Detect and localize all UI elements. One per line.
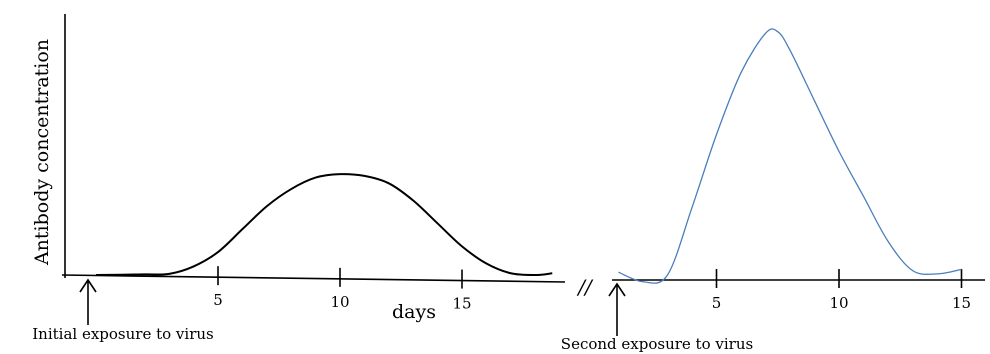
data-point xyxy=(266,205,268,207)
exposure-note: Initial exposure to virus xyxy=(32,325,214,343)
x-tick-label: 5 xyxy=(213,291,223,309)
data-point xyxy=(961,269,963,271)
x-tick-label: 15 xyxy=(952,294,971,312)
x-axis-line-primary xyxy=(61,274,566,283)
exposure-annotations: Initial exposure to virus Second exposure… xyxy=(32,278,753,353)
data-point xyxy=(217,251,219,253)
x-ticks: 5 10 15 5 10 15 xyxy=(213,266,971,313)
data-point xyxy=(691,207,693,209)
data-point xyxy=(789,49,791,51)
axes xyxy=(61,14,985,283)
data-point xyxy=(242,228,244,230)
data-point xyxy=(315,177,317,179)
data-point xyxy=(642,281,644,283)
x-tick-label: 15 xyxy=(452,295,471,313)
data-point xyxy=(667,274,669,276)
response-curve-2 xyxy=(618,28,962,284)
data-point xyxy=(740,72,742,74)
data-point xyxy=(290,188,292,190)
data-point xyxy=(339,173,341,175)
data-point xyxy=(863,196,865,198)
data-point xyxy=(95,274,97,276)
data-point xyxy=(168,273,170,275)
data-point xyxy=(461,246,463,248)
exposure-note: Second exposure to virus xyxy=(561,335,753,353)
exposure-arrowhead xyxy=(608,282,626,297)
data-point xyxy=(486,263,488,265)
data-point xyxy=(364,175,366,177)
data-point xyxy=(814,100,816,102)
x-tick-label: 10 xyxy=(330,293,349,311)
axis-break-mark: // xyxy=(576,275,594,299)
y-axis-title: Antibody concentration xyxy=(31,39,53,266)
data-point xyxy=(144,274,146,276)
data-point xyxy=(716,134,718,136)
data-point xyxy=(193,266,195,268)
data-point xyxy=(510,272,512,274)
data-point xyxy=(887,240,889,242)
x-tick-label: 5 xyxy=(712,294,722,312)
response-curves xyxy=(95,28,962,284)
data-point xyxy=(412,200,414,202)
data-point xyxy=(551,272,553,274)
data-point xyxy=(777,31,779,33)
data-point xyxy=(618,271,620,273)
data-point xyxy=(936,273,938,275)
data-point xyxy=(765,33,767,35)
data-point xyxy=(912,270,914,272)
data-point xyxy=(437,223,439,225)
response-curve-1 xyxy=(95,173,553,277)
data-point xyxy=(534,274,536,276)
x-tick-label: 10 xyxy=(829,294,848,312)
exposure-arrowhead xyxy=(79,278,97,293)
x-axis-title: days xyxy=(392,301,436,323)
data-point xyxy=(388,183,390,185)
data-point xyxy=(838,151,840,153)
